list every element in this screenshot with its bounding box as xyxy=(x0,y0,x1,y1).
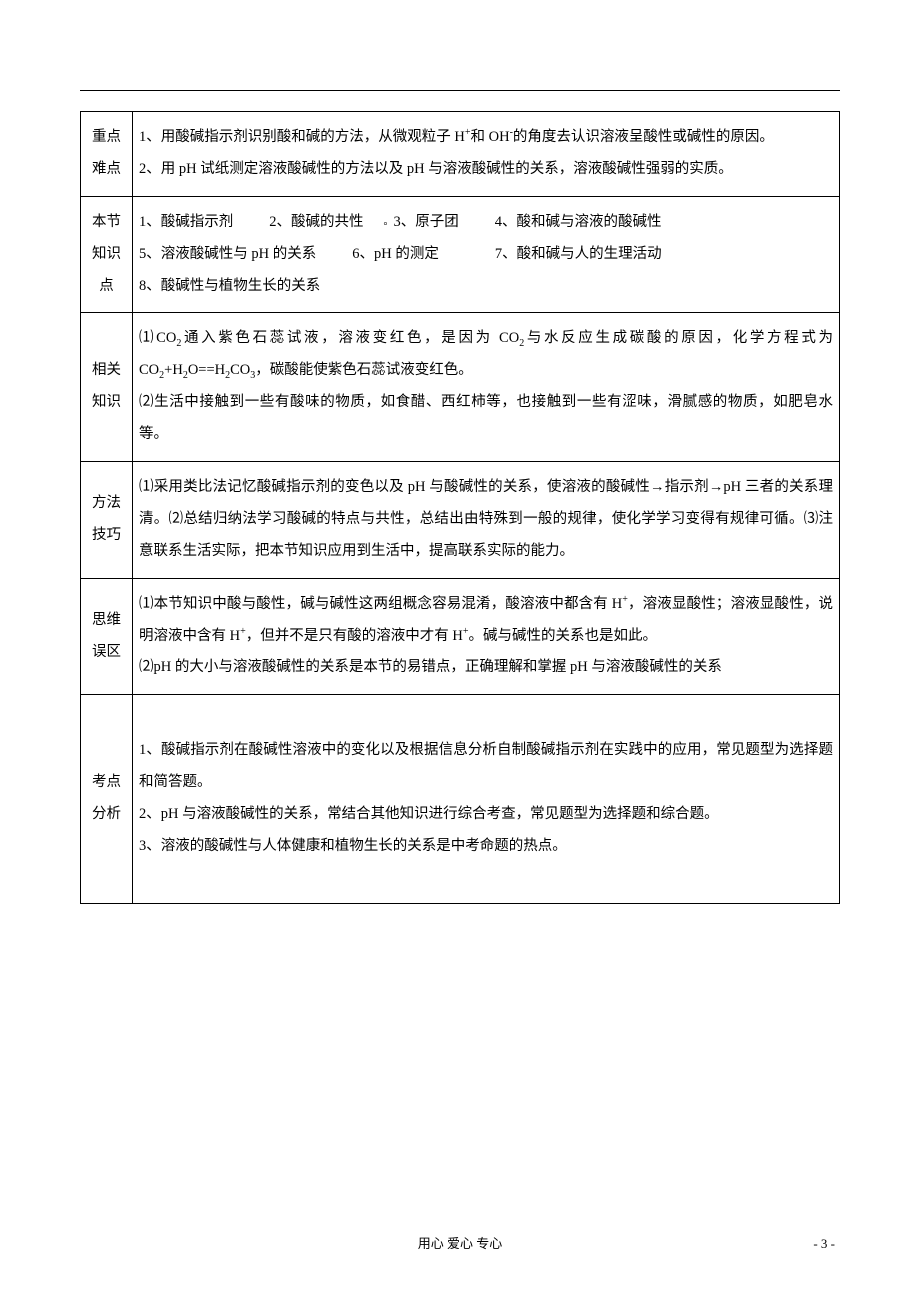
row-content: ⑴CO2通入紫色石蕊试液，溶液变红色，是因为 CO2与水反应生成碳酸的原因，化学… xyxy=(133,313,840,462)
row-content: ⑴采用类比法记忆酸碱指示剂的变色以及 pH 与酸碱性的关系，使溶液的酸碱性→指示… xyxy=(133,462,840,579)
list-item: 4、酸和碱与溶液的酸碱性 xyxy=(495,214,662,230)
label-line: 技巧 xyxy=(87,520,126,552)
label-line: 思维 xyxy=(87,605,126,637)
list-item: 5、溶液酸碱性与 pH 的关系 xyxy=(139,246,316,262)
list-item: 6、pH 的测定 xyxy=(352,246,439,262)
row-label: 考点 分析 xyxy=(81,695,133,904)
page-container: 重点 难点 1、用酸碱指示剂识别酸和碱的方法，从微观粒子 H+和 OH-的角度去… xyxy=(0,0,920,1302)
list-item: 7、酸和碱与人的生理活动 xyxy=(495,246,662,262)
row-content: 1、酸碱指示剂2、酸碱的共性。3、原子团4、酸和碱与溶液的酸碱性 5、溶液酸碱性… xyxy=(133,196,840,313)
row-content: 1、酸碱指示剂在酸碱性溶液中的变化以及根据信息分析自制酸碱指示剂在实践中的应用，… xyxy=(133,695,840,904)
row-content: ⑴本节知识中酸与酸性，碱与碱性这两组概念容易混淆，酸溶液中都含有 H+，溶液显酸… xyxy=(133,578,840,695)
row-label: 方法 技巧 xyxy=(81,462,133,579)
label-line: 相关 xyxy=(87,355,126,387)
page-number: - 3 - xyxy=(813,1236,835,1252)
table-row: 相关 知识 ⑴CO2通入紫色石蕊试液，溶液变红色，是因为 CO2与水反应生成碳酸… xyxy=(81,313,840,462)
list-item: 2、酸碱的共性 xyxy=(269,214,363,230)
label-line: 分析 xyxy=(87,799,126,831)
table-row: 重点 难点 1、用酸碱指示剂识别酸和碱的方法，从微观粒子 H+和 OH-的角度去… xyxy=(81,112,840,197)
row-label: 思维 误区 xyxy=(81,578,133,695)
label-line: 误区 xyxy=(87,637,126,669)
table-row: 本节 知识 点 1、酸碱指示剂2、酸碱的共性。3、原子团4、酸和碱与溶液的酸碱性… xyxy=(81,196,840,313)
row-content: 1、用酸碱指示剂识别酸和碱的方法，从微观粒子 H+和 OH-的角度去认识溶液呈酸… xyxy=(133,112,840,197)
label-line: 考点 xyxy=(87,767,126,799)
label-line: 点 xyxy=(87,271,126,303)
row-label: 本节 知识 点 xyxy=(81,196,133,313)
row-label: 重点 难点 xyxy=(81,112,133,197)
list-item: 1、酸碱指示剂 xyxy=(139,214,233,230)
row-label: 相关 知识 xyxy=(81,313,133,462)
header-separator xyxy=(80,90,840,91)
label-line: 本节 xyxy=(87,207,126,239)
table-row: 考点 分析 1、酸碱指示剂在酸碱性溶液中的变化以及根据信息分析自制酸碱指示剂在实… xyxy=(81,695,840,904)
table-row: 思维 误区 ⑴本节知识中酸与酸性，碱与碱性这两组概念容易混淆，酸溶液中都含有 H… xyxy=(81,578,840,695)
label-line: 知识 xyxy=(87,239,126,271)
label-line: 重点 xyxy=(87,122,126,154)
table-body: 重点 难点 1、用酸碱指示剂识别酸和碱的方法，从微观粒子 H+和 OH-的角度去… xyxy=(81,112,840,904)
label-line: 知识 xyxy=(87,387,126,419)
label-line: 难点 xyxy=(87,154,126,186)
label-line: 方法 xyxy=(87,488,126,520)
content-table: 重点 难点 1、用酸碱指示剂识别酸和碱的方法，从微观粒子 H+和 OH-的角度去… xyxy=(80,111,840,904)
footer-text: 用心 爱心 专心 xyxy=(0,1233,920,1252)
list-item: 8、酸碱性与植物生长的关系 xyxy=(139,278,320,294)
list-item: 3、原子团 xyxy=(394,214,459,230)
table-row: 方法 技巧 ⑴采用类比法记忆酸碱指示剂的变色以及 pH 与酸碱性的关系，使溶液的… xyxy=(81,462,840,579)
